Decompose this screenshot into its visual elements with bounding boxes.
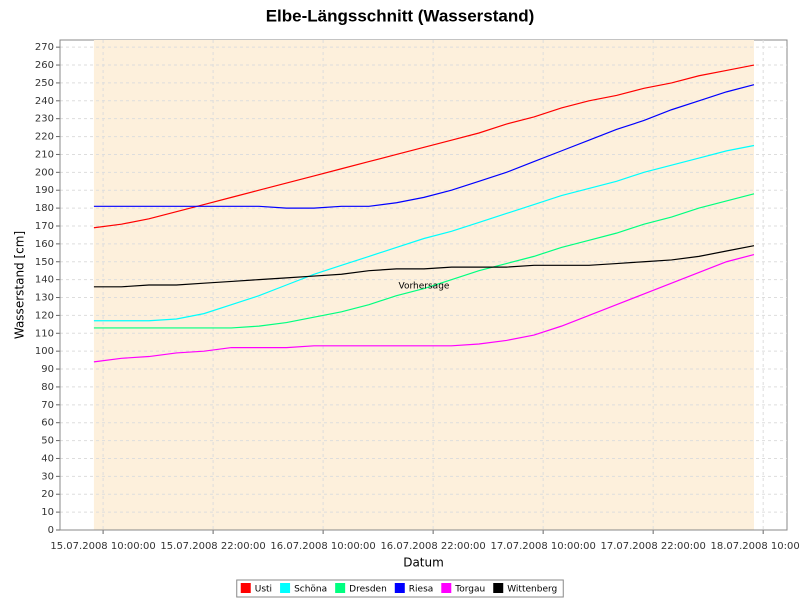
series-line [93, 193, 755, 329]
y-tick-label: 260 [35, 60, 54, 71]
y-tick-label: 100 [35, 346, 54, 357]
y-tick-label: 220 [35, 132, 54, 143]
x-tick-label: 15.07.2008 22:00:00 [160, 541, 265, 552]
legend-swatch [335, 583, 346, 593]
y-tick-label: 230 [35, 114, 54, 125]
y-tick-label: 120 [35, 310, 54, 321]
series-line [93, 64, 755, 229]
forecast-region [93, 40, 754, 530]
y-tick-label: 40 [41, 453, 54, 464]
x-tick-label: 15.07.2008 10:00:00 [50, 541, 155, 552]
chart-title: Elbe-Längsschnitt (Wasserstand) [266, 6, 535, 25]
x-tick-label: 17.07.2008 22:00:00 [600, 541, 705, 552]
legend-label: Dresden [349, 585, 387, 595]
y-tick-label: 50 [41, 436, 54, 447]
x-tick-label: 16.07.2008 22:00:00 [380, 541, 485, 552]
legend-label: Riesa [409, 585, 434, 595]
legend-swatch [441, 583, 452, 593]
y-tick-label: 190 [35, 185, 54, 196]
x-tick-label: 17.07.2008 10:00:00 [490, 541, 595, 552]
y-tick-label: 170 [35, 221, 54, 232]
y-tick-label: 70 [41, 400, 54, 411]
y-tick-label: 240 [35, 96, 54, 107]
y-tick-label: 180 [35, 203, 54, 214]
y-tick-label: 140 [35, 275, 54, 286]
annotation: Vorhersage [399, 282, 450, 292]
series-line [93, 254, 755, 363]
legend-label: Torgau [454, 585, 485, 595]
legend-swatch [394, 583, 405, 593]
x-tick-label: 18.07.2008 10:00:00 [710, 541, 800, 552]
y-tick-label: 110 [35, 328, 54, 339]
y-axis-label: Wasserstand [cm] [13, 231, 27, 339]
y-tick-label: 10 [41, 507, 54, 518]
legend-label: Wittenberg [507, 585, 557, 595]
y-tick-label: 130 [35, 293, 54, 304]
legend-swatch [280, 583, 291, 593]
y-tick-label: 20 [41, 489, 54, 500]
y-tick-label: 30 [41, 471, 54, 482]
y-tick-label: 210 [35, 149, 54, 160]
series-line [93, 144, 755, 322]
legend: Usti Schöna Dresden Riesa Torgau Wittenberg [236, 579, 564, 598]
legend-swatch [240, 583, 251, 593]
x-tick-label: 16.07.2008 10:00:00 [270, 541, 375, 552]
y-tick-label: 60 [41, 418, 54, 429]
y-tick-label: 0 [48, 525, 54, 536]
y-tick-label: 270 [35, 42, 54, 53]
y-tick-label: 150 [35, 257, 54, 268]
y-tick-label: 80 [41, 382, 54, 393]
y-tick-label: 250 [35, 78, 54, 89]
y-tick-label: 160 [35, 239, 54, 250]
series-line [93, 245, 755, 288]
y-tick-label: 200 [35, 167, 54, 178]
legend-label: Usti [255, 585, 272, 595]
y-tick-label: 90 [41, 364, 54, 375]
legend-swatch [493, 583, 504, 593]
legend-label: Schöna [294, 585, 327, 595]
series-line [93, 84, 755, 209]
x-axis-label: Datum [403, 556, 444, 570]
